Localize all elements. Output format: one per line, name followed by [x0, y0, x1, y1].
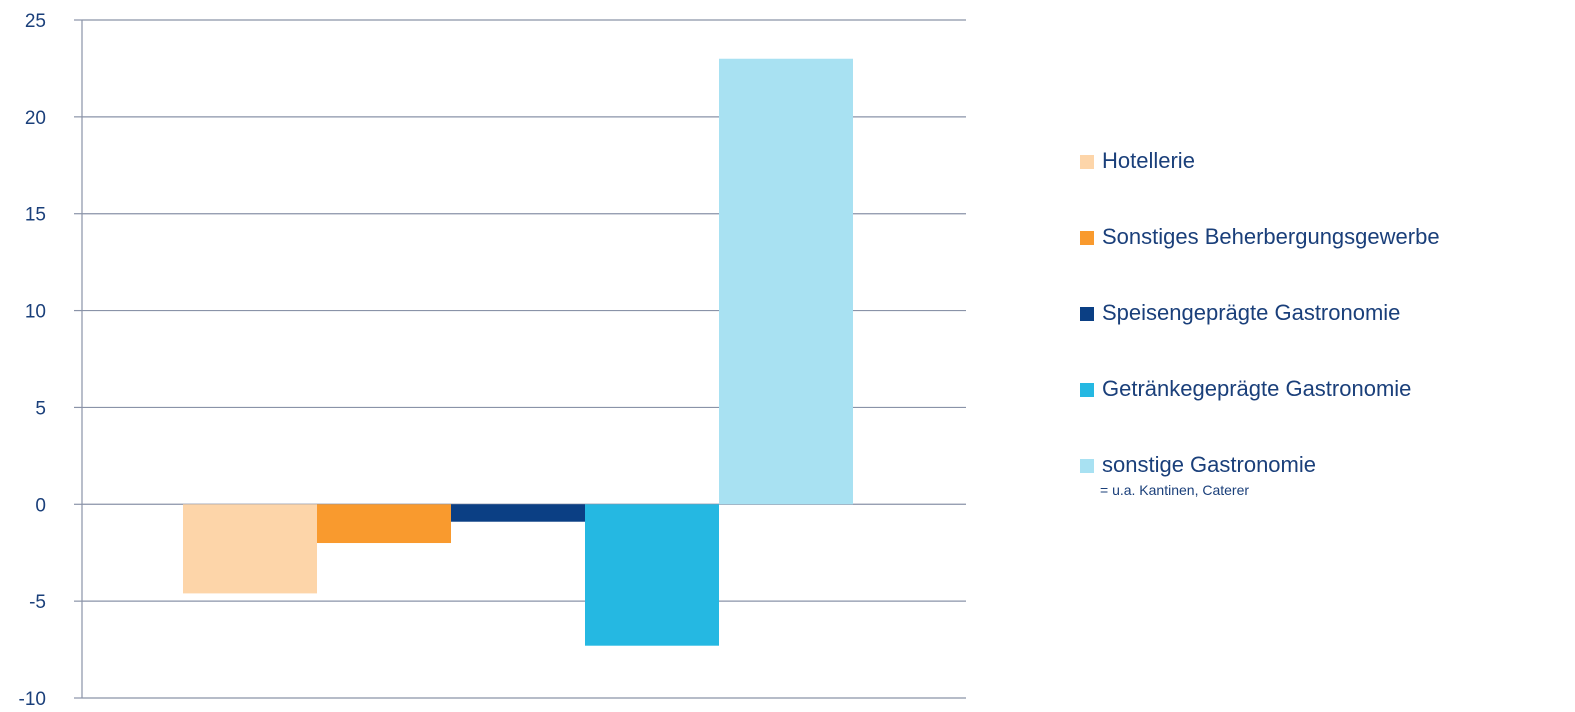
- legend-label-sonstiges-beherbergungsgewerbe: Sonstiges Beherbergungsgewerbe: [1102, 224, 1440, 249]
- legend-swatch-speisengepraegte-gastronomie: [1080, 307, 1094, 321]
- legend-item-hotellerie: Hotellerie: [1080, 148, 1570, 224]
- legend-label-hotellerie: Hotellerie: [1102, 148, 1195, 173]
- y-tick-label: 25: [25, 11, 46, 32]
- bar-getrankegepragte-gastronomie: [585, 504, 719, 646]
- legend-item-sonstiges-beherbergungsgewerbe: Sonstiges Beherbergungsgewerbe: [1080, 224, 1570, 300]
- y-tick-labels: 25 20 15 10 5 0 -5 -10: [19, 11, 46, 710]
- legend-swatch-getraenkegepraegte-gastronomie: [1080, 383, 1094, 397]
- bar-sonstiges-beherbergungsgewerbe: [317, 504, 451, 544]
- legend-swatch-hotellerie: [1080, 155, 1094, 169]
- legend: Hotellerie Sonstiges Beherbergungsgewerb…: [1080, 148, 1570, 528]
- legend-swatch-sonstiges-beherbergungsgewerbe: [1080, 231, 1094, 245]
- bar-speisengepragte-gastronomie: [451, 504, 585, 522]
- legend-label-getraenkegepraegte-gastronomie: Getränkegeprägte Gastronomie: [1102, 376, 1412, 401]
- y-tick-label: 0: [35, 495, 46, 516]
- legend-swatch-sonstige-gastronomie: [1080, 459, 1094, 473]
- y-tick-label: -5: [29, 592, 46, 613]
- legend-item-getraenkegepraegte-gastronomie: Getränkegeprägte Gastronomie: [1080, 376, 1570, 452]
- legend-label-speisengepraegte-gastronomie: Speisengeprägte Gastronomie: [1102, 300, 1401, 325]
- y-tick-label: 20: [25, 108, 46, 129]
- y-tick-label: 10: [25, 302, 46, 323]
- legend-label-sonstige-gastronomie: sonstige Gastronomie: [1102, 452, 1316, 477]
- legend-item-speisengepraegte-gastronomie: Speisengeprägte Gastronomie: [1080, 300, 1570, 376]
- legend-note-sonstige-gastronomie: = u.a. Kantinen, Caterer: [1100, 482, 1250, 498]
- y-tick-label: -10: [19, 689, 46, 710]
- bars: [183, 58, 853, 646]
- legend-item-sonstige-gastronomie: sonstige Gastronomie = u.a. Kantinen, Ca…: [1080, 452, 1570, 528]
- y-tick-label: 5: [35, 398, 46, 419]
- y-tick-label: 15: [25, 205, 46, 226]
- bar-sonstige-gastronomie: [719, 58, 853, 505]
- bar-hotellerie: [183, 504, 317, 594]
